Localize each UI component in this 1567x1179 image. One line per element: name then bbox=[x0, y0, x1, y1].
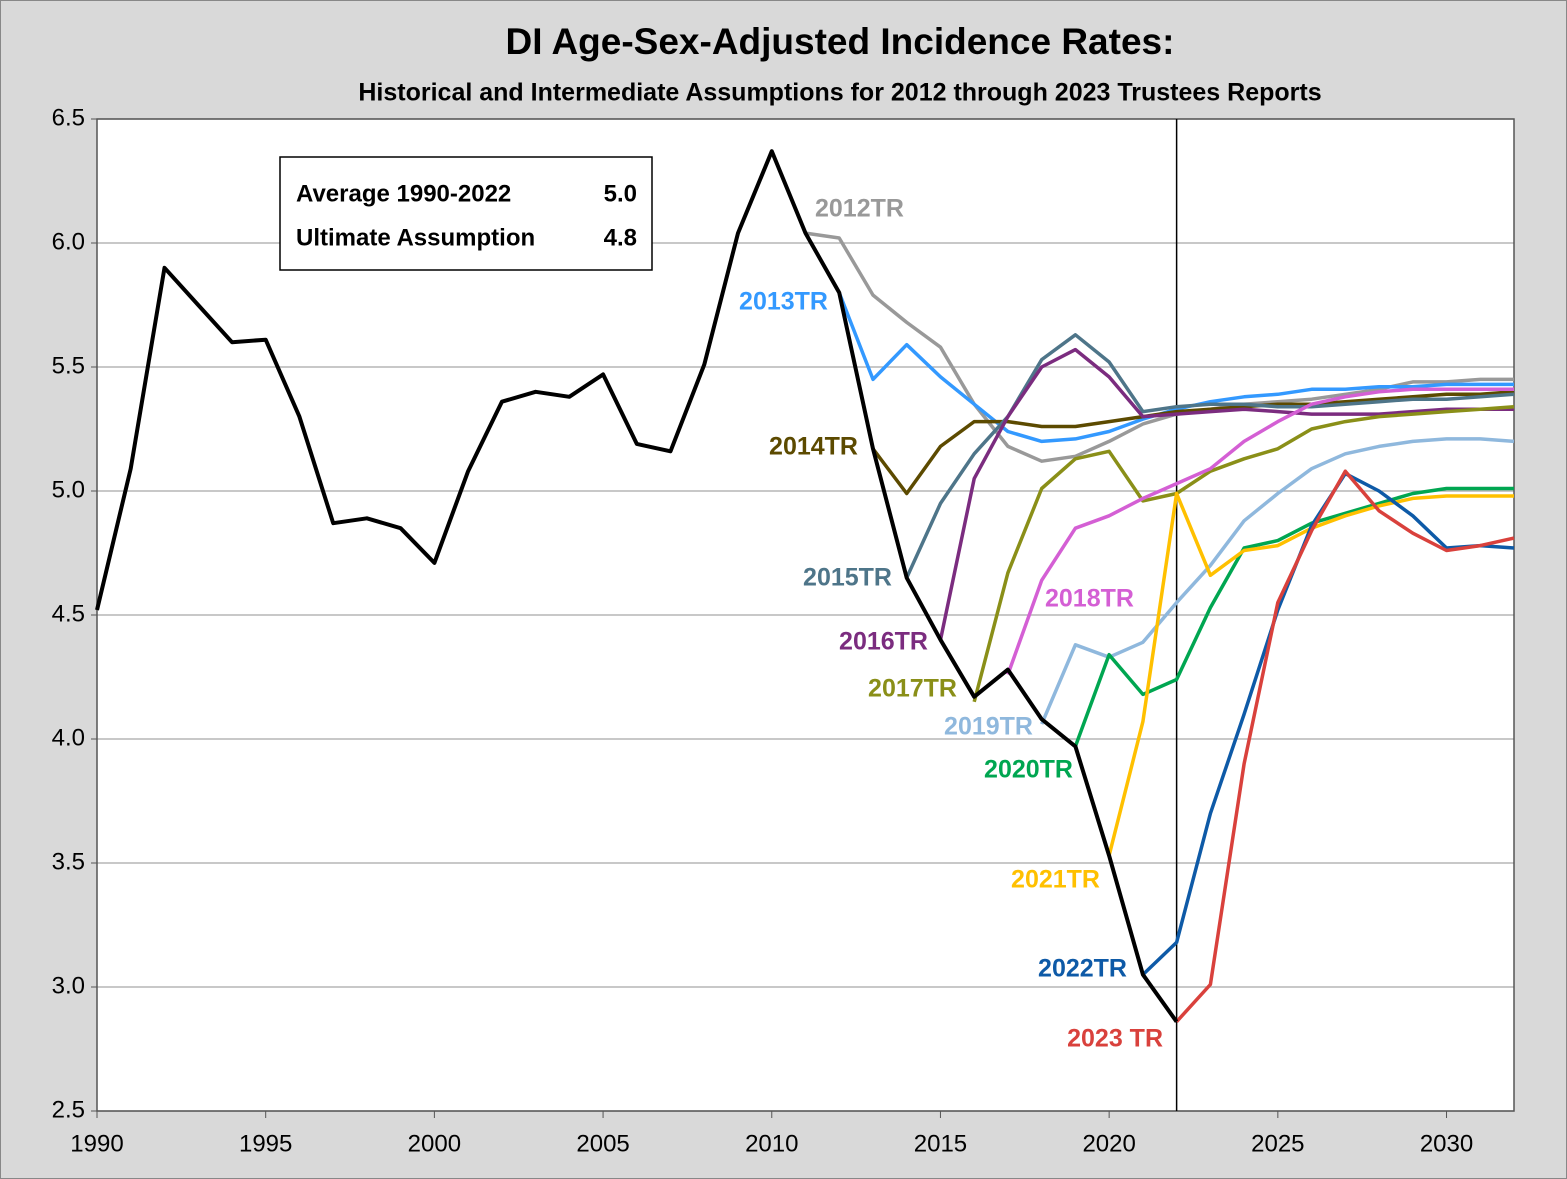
series-line bbox=[1175, 469, 1515, 1023]
series-label: 2020TR bbox=[984, 756, 1073, 784]
series-label: 2013TR bbox=[739, 288, 828, 316]
series-line bbox=[938, 347, 1514, 641]
series-label: 2023 TR bbox=[1067, 1025, 1163, 1053]
y-tick-label: 4.5 bbox=[52, 600, 85, 627]
series-line bbox=[95, 149, 1179, 1023]
series-label: 2017TR bbox=[868, 675, 957, 703]
x-tick-label: 2005 bbox=[576, 1130, 629, 1157]
plot-border bbox=[96, 118, 1515, 1112]
series-line bbox=[871, 390, 1515, 496]
annotation-label: Average 1990-2022 bbox=[296, 180, 511, 207]
annotation-box bbox=[279, 156, 653, 271]
series-line bbox=[1040, 437, 1515, 725]
annotation-label: Ultimate Assumption bbox=[296, 224, 535, 251]
series-label: 2018TR bbox=[1045, 585, 1134, 613]
y-tick-label: 3.0 bbox=[52, 972, 85, 999]
x-tick-label: 2015 bbox=[914, 1130, 967, 1157]
y-tick-label: 6.5 bbox=[52, 104, 85, 131]
y-tick-label: 3.5 bbox=[52, 848, 85, 875]
x-tick-label: 2030 bbox=[1420, 1130, 1473, 1157]
series-label: 2016TR bbox=[839, 628, 928, 656]
x-tick-label: 1995 bbox=[239, 1130, 292, 1157]
x-tick-label: 2020 bbox=[1082, 1130, 1135, 1157]
series-label: 2012TR bbox=[815, 195, 904, 223]
x-tick-label: 2010 bbox=[745, 1130, 798, 1157]
annotation-value: 4.8 bbox=[604, 224, 637, 251]
chart-title: DI Age-Sex-Adjusted Incidence Rates: bbox=[506, 21, 1175, 62]
series-line bbox=[972, 404, 1515, 703]
series-label: 2015TR bbox=[803, 564, 892, 592]
y-tick-label: 5.0 bbox=[52, 476, 85, 503]
series-line bbox=[1006, 387, 1514, 676]
series-label: 2021TR bbox=[1011, 866, 1100, 894]
x-tick-label: 2025 bbox=[1251, 1130, 1304, 1157]
annotation-value: 5.0 bbox=[604, 180, 637, 207]
series-line bbox=[837, 291, 1514, 444]
series-label: 2014TR bbox=[769, 433, 858, 461]
y-tick-label: 2.5 bbox=[52, 1096, 85, 1123]
y-tick-label: 5.5 bbox=[52, 352, 85, 379]
y-tick-label: 6.0 bbox=[52, 228, 85, 255]
y-tick-label: 4.0 bbox=[52, 724, 85, 751]
series-label: 2019TR bbox=[944, 713, 1033, 741]
series-label: 2022TR bbox=[1038, 955, 1127, 983]
x-tick-label: 1990 bbox=[70, 1130, 123, 1157]
chart-subtitle: Historical and Intermediate Assumptions … bbox=[358, 79, 1321, 107]
x-tick-label: 2000 bbox=[408, 1130, 461, 1157]
